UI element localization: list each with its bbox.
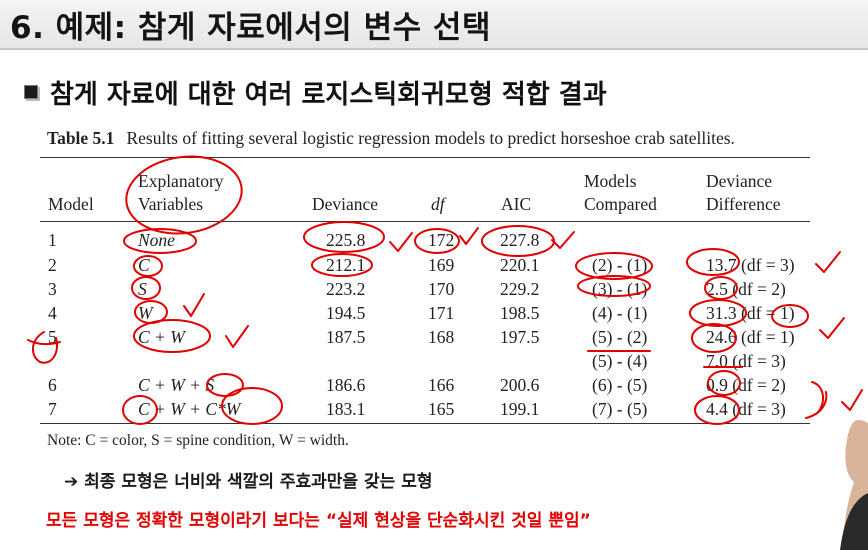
checkmark-diff-2: [815, 251, 841, 273]
emphasis-text: 모든 모형은 정확한 모형이라기 보다는 “실제 현상을 단순화시킨 것일 뿐임…: [46, 511, 591, 531]
table-top-rule: [40, 157, 810, 158]
cell-model: 7: [48, 399, 57, 419]
cell-df: 165: [428, 399, 455, 419]
cell-model: 3: [48, 279, 57, 299]
cell-difference: 31.3 (df = 1): [706, 303, 795, 323]
slide-subtitle-text: 참게 자료에 대한 여러 로지스틱회귀모형 적합 결과: [50, 80, 607, 110]
cell-df: 168: [428, 327, 455, 347]
cell-aic: 198.5: [500, 303, 540, 323]
cell-deviance: 183.1: [326, 399, 366, 419]
checkmark-c-plus-w: [225, 325, 249, 348]
cell-compared: (6) - (5): [592, 375, 648, 395]
cell-df: 166: [428, 375, 455, 395]
cell-compared: (3) - (1): [592, 279, 648, 299]
cell-aic: 220.1: [500, 255, 540, 275]
slide-subtitle: 참게 자료에 대한 여러 로지스틱회귀모형 적합 결과: [24, 74, 607, 111]
cell-compared: (4) - (1): [592, 303, 648, 323]
cell-variables: C + W: [138, 327, 185, 347]
cell-compared: (5) - (4): [592, 351, 648, 371]
checkmark-df: [459, 227, 479, 245]
cell-compared: (7) - (5): [592, 399, 648, 419]
header-model: Model: [48, 194, 94, 214]
cell-difference: 7.0 (df = 3): [706, 351, 786, 371]
cell-model: 4: [48, 303, 57, 323]
cell-variables: C: [138, 255, 150, 275]
header-models: Models: [584, 171, 637, 191]
cell-difference: 0.9 (df = 2): [706, 375, 786, 395]
cell-deviance: 212.1: [326, 255, 366, 275]
cell-df: 169: [428, 255, 455, 275]
cell-difference: 13.7 (df = 3): [706, 255, 795, 275]
table-note: Note: C = color, S = spine condition, W …: [47, 432, 349, 449]
cell-variables: C + W + S: [138, 375, 215, 395]
table-bottom-rule: [40, 423, 810, 424]
header-variables: Variables: [138, 194, 204, 214]
cell-difference: 4.4 (df = 3): [706, 399, 786, 419]
slide-title-bar: 6. 예제: 참게 자료에서의 변수 선택: [0, 0, 868, 50]
header-df: df: [431, 194, 445, 214]
cell-variables: C + W + C*W: [138, 399, 241, 419]
cell-df: 170: [428, 279, 455, 299]
cell-deviance: 187.5: [326, 327, 366, 347]
header-explanatory: Explanatory: [138, 171, 224, 191]
cell-model: 2: [48, 255, 57, 275]
header-difference: Difference: [706, 194, 781, 214]
cell-compared: (2) - (1): [592, 255, 648, 275]
header-compared: Compared: [584, 194, 657, 214]
cell-compared: (5) - (2): [592, 327, 648, 347]
cell-df: 172: [428, 230, 455, 250]
square-bullet-icon: [24, 84, 38, 99]
slide-title: 6. 예제: 참게 자료에서의 변수 선택: [10, 10, 491, 46]
checkmark-diff-5: [819, 317, 845, 339]
cell-aic: 199.1: [500, 399, 540, 419]
cell-variables: W: [138, 303, 153, 323]
cell-difference: 2.5 (df = 2): [706, 279, 786, 299]
cell-aic: 200.6: [500, 375, 540, 395]
cell-aic: 197.5: [500, 327, 540, 347]
cell-model: 1: [48, 230, 57, 250]
table-caption: Table 5.1 Results of fitting several logi…: [47, 128, 735, 149]
cell-aic: 227.8: [500, 230, 540, 250]
cell-difference: 24.6 (df = 1): [706, 327, 795, 347]
table-caption-text: Results of fitting several logistic regr…: [126, 128, 735, 148]
header-deviance: Deviance: [312, 194, 379, 214]
cell-variables: None: [138, 230, 175, 250]
cell-deviance: 225.8: [326, 230, 366, 250]
cell-deviance: 194.5: [326, 303, 366, 323]
header-aic: AIC: [501, 194, 532, 214]
cell-deviance: 186.6: [326, 375, 366, 395]
bracket-df-6-7: [805, 381, 828, 419]
cell-df: 171: [428, 303, 455, 323]
cell-model: 5: [48, 327, 57, 347]
checkmark-w: [183, 293, 205, 317]
checkmark-deviance: [389, 232, 413, 252]
cell-variables: S: [138, 279, 147, 299]
table-label: Table 5.1: [47, 128, 115, 148]
presenter-partial: [840, 420, 868, 550]
conclusion-text: ➔ 최종 모형은 너비와 색깔의 주효과만을 갖는 모형: [64, 472, 433, 492]
checkmark-aic: [551, 231, 575, 249]
checkmark-diff-6: [841, 389, 863, 411]
cell-deviance: 223.2: [326, 279, 366, 299]
table-header-rule: [40, 221, 810, 222]
cell-model: 6: [48, 375, 57, 395]
cell-aic: 229.2: [500, 279, 540, 299]
header-deviance-2: Deviance: [706, 171, 773, 191]
